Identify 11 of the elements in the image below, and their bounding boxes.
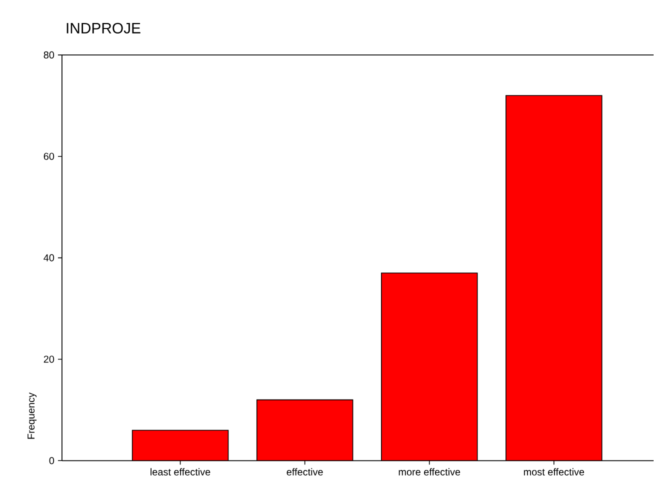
y-tick-label: 60 — [44, 153, 54, 160]
y-tick-label: 20 — [44, 356, 54, 363]
y-tick-label: 80 — [44, 52, 54, 59]
x-tick-label: most effective — [524, 468, 584, 476]
y-tick-label: 0 — [49, 457, 54, 464]
y-tick-label: 40 — [44, 254, 54, 262]
x-tick-label: least effective — [150, 468, 210, 476]
y-axis-title: Frequency — [28, 392, 37, 439]
chart-title: INDPROJE — [66, 23, 140, 34]
x-tick-label: more effective — [398, 468, 460, 476]
x-tick-label: effective — [286, 468, 323, 476]
